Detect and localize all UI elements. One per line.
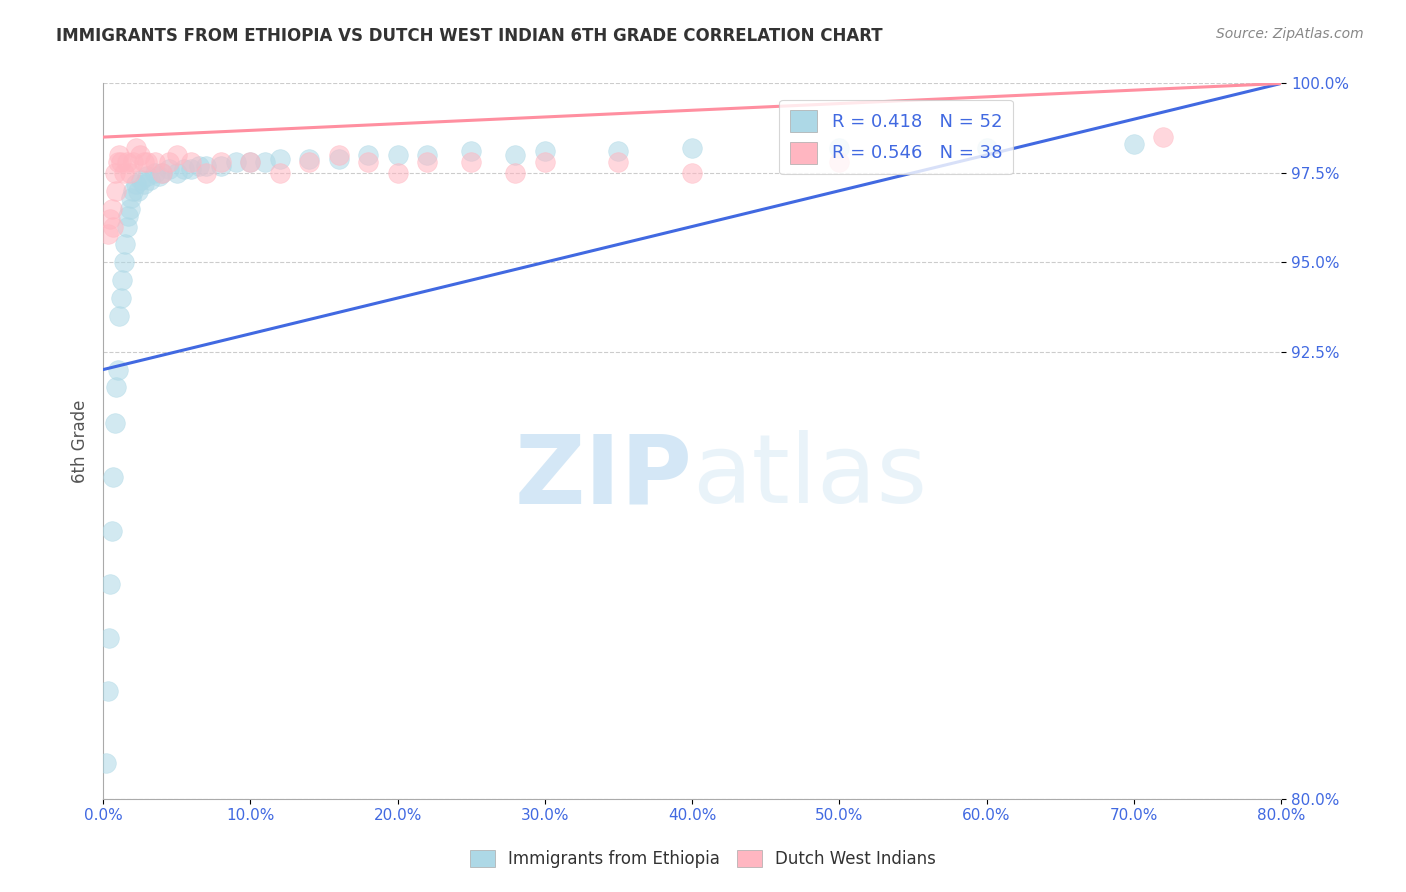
Point [96, 684, 118, 698]
Point [94, 756, 117, 770]
Point [681, 141, 703, 155]
Point [111, 273, 134, 287]
Point [166, 148, 188, 162]
Point [107, 155, 129, 169]
Point [100, 212, 122, 227]
Point [157, 155, 180, 169]
Point [101, 524, 124, 538]
Point [136, 155, 159, 169]
Point [180, 155, 202, 169]
Point [103, 470, 125, 484]
Point [225, 155, 247, 169]
Point [195, 166, 218, 180]
Point [101, 202, 124, 216]
Point [460, 155, 482, 169]
Point [607, 155, 630, 169]
Text: atlas: atlas [692, 430, 927, 524]
Point [328, 148, 350, 162]
Point [505, 166, 527, 180]
Point [136, 169, 159, 184]
Text: Source: ZipAtlas.com: Source: ZipAtlas.com [1216, 27, 1364, 41]
Point [357, 148, 380, 162]
Point [505, 148, 527, 162]
Point [209, 159, 232, 173]
Point [143, 155, 166, 169]
Point [110, 291, 132, 305]
Point [150, 166, 173, 180]
Point [104, 166, 127, 180]
Point [124, 177, 146, 191]
Point [118, 202, 141, 216]
Point [416, 155, 439, 169]
Point [534, 155, 557, 169]
Point [195, 159, 218, 173]
Point [131, 173, 153, 187]
Y-axis label: 6th Grade: 6th Grade [72, 400, 89, 483]
Point [607, 145, 630, 159]
Point [143, 166, 166, 180]
Point [239, 155, 262, 169]
Point [105, 380, 128, 394]
Point [103, 219, 125, 234]
Point [328, 152, 350, 166]
Legend: R = 0.418   N = 52, R = 0.546   N = 38: R = 0.418 N = 52, R = 0.546 N = 38 [779, 100, 1012, 174]
Point [157, 162, 180, 177]
Point [976, 141, 998, 155]
Point [98, 631, 121, 645]
Point [1152, 130, 1174, 145]
Point [166, 166, 188, 180]
Point [105, 184, 128, 198]
Point [357, 155, 380, 169]
Point [120, 191, 142, 205]
Point [828, 141, 851, 155]
Point [139, 173, 162, 187]
Point [100, 577, 122, 591]
Point [134, 177, 156, 191]
Point [681, 166, 703, 180]
Point [104, 416, 127, 430]
Point [254, 155, 277, 169]
Point [269, 152, 291, 166]
Point [118, 166, 141, 180]
Point [112, 255, 135, 269]
Point [239, 155, 262, 169]
Point [173, 162, 195, 177]
Point [460, 145, 482, 159]
Point [110, 155, 132, 169]
Point [148, 169, 170, 184]
Point [134, 155, 156, 169]
Point [107, 362, 129, 376]
Point [112, 166, 135, 180]
Point [96, 227, 118, 241]
Point [127, 184, 149, 198]
Text: IMMIGRANTS FROM ETHIOPIA VS DUTCH WEST INDIAN 6TH GRADE CORRELATION CHART: IMMIGRANTS FROM ETHIOPIA VS DUTCH WEST I… [56, 27, 883, 45]
Point [387, 148, 409, 162]
Point [1122, 137, 1144, 152]
Point [269, 166, 291, 180]
Text: ZIP: ZIP [515, 430, 692, 524]
Point [298, 152, 321, 166]
Point [117, 209, 139, 223]
Point [115, 155, 138, 169]
Point [150, 166, 173, 180]
Point [121, 184, 143, 198]
Point [187, 159, 209, 173]
Point [180, 162, 202, 177]
Point [209, 155, 232, 169]
Point [108, 148, 131, 162]
Point [124, 141, 146, 155]
Point [534, 145, 557, 159]
Point [828, 155, 851, 169]
Legend: Immigrants from Ethiopia, Dutch West Indians: Immigrants from Ethiopia, Dutch West Ind… [464, 843, 942, 875]
Point [121, 155, 143, 169]
Point [115, 219, 138, 234]
Point [129, 148, 152, 162]
Point [298, 155, 321, 169]
Point [416, 148, 439, 162]
Point [114, 237, 136, 252]
Point [108, 309, 131, 323]
Point [387, 166, 409, 180]
